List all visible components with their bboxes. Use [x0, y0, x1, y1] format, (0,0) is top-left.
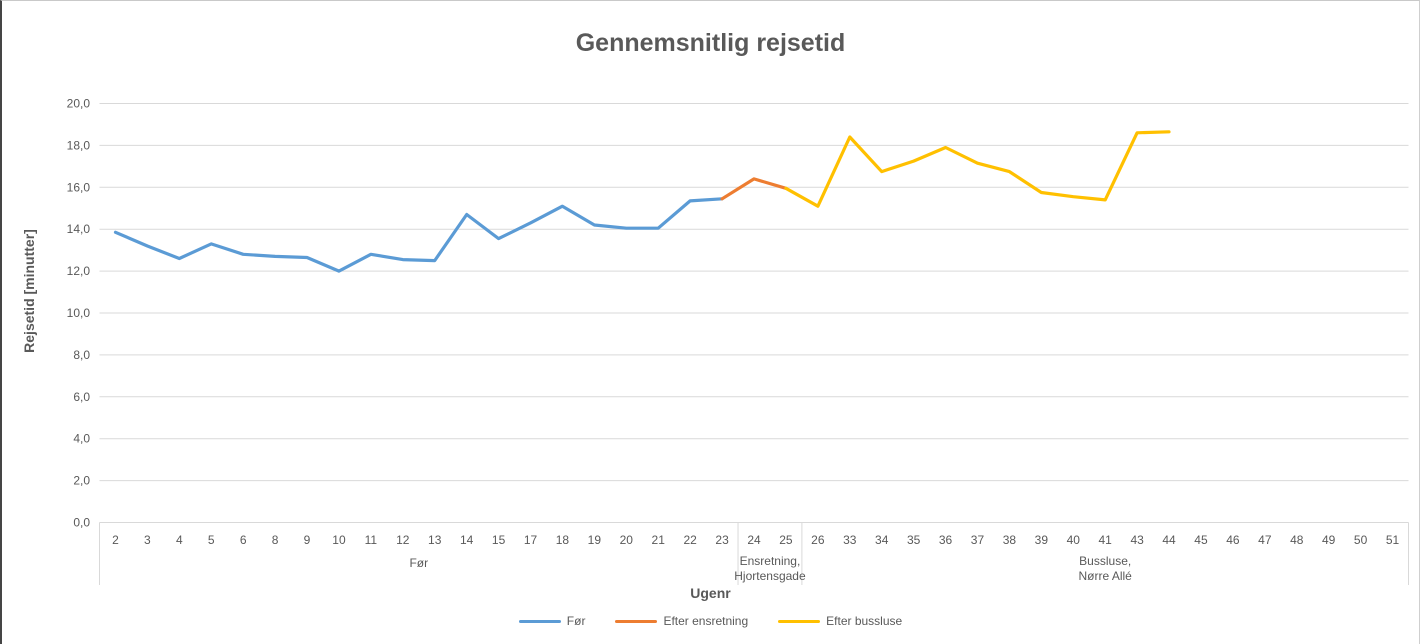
- group-label: Bussluse,: [1079, 554, 1131, 568]
- legend-swatch-efter-bussluse: [778, 619, 821, 623]
- x-tick-label: 33: [843, 533, 857, 547]
- legend-item-efter-bussluse[interactable]: Efter bussluse: [778, 614, 902, 628]
- x-tick-label: 19: [588, 533, 602, 547]
- chart-title: Gennemsnitlig rejsetid: [575, 29, 846, 57]
- legend-swatch-efter-ensretning: [615, 619, 658, 623]
- x-tick-label: 10: [332, 533, 346, 547]
- legend-item-f-r[interactable]: Før: [518, 614, 586, 628]
- legend-label: Før: [566, 614, 586, 628]
- x-tick-label: 25: [779, 533, 793, 547]
- x-tick-label: 9: [304, 533, 311, 547]
- y-tick-label: 2,0: [73, 474, 90, 488]
- x-tick-label: 3: [144, 533, 151, 547]
- x-tick-label: 8: [272, 533, 279, 547]
- legend: Før Efter ensretning Efter bussluse: [2, 614, 1419, 628]
- x-tick-label: 15: [492, 533, 506, 547]
- x-tick-label: 11: [365, 533, 378, 547]
- group-label: Ensretning,: [740, 554, 801, 568]
- y-tick-label: 20,0: [67, 97, 91, 111]
- legend-swatch-f-r: [518, 619, 561, 623]
- x-tick-label: 44: [1162, 533, 1176, 547]
- group-label: Før: [409, 556, 428, 570]
- x-tick-label: 4: [176, 533, 183, 547]
- x-tick-label: 39: [1035, 533, 1049, 547]
- x-tick-label: 41: [1099, 533, 1113, 547]
- x-tick-label: 50: [1354, 533, 1368, 547]
- y-tick-label: 18,0: [67, 138, 91, 152]
- y-tick-label: 14,0: [67, 222, 91, 236]
- x-tick-label: 35: [907, 533, 921, 547]
- legend-label: Efter bussluse: [826, 614, 903, 628]
- x-tick-label: 20: [620, 533, 634, 547]
- x-tick-label: 38: [1003, 533, 1017, 547]
- y-tick-label: 8,0: [73, 348, 90, 362]
- y-tick-label: 6,0: [73, 390, 90, 404]
- x-axis-title: Ugenr: [690, 585, 731, 601]
- legend-item-efter-ensretning[interactable]: Efter ensretning: [615, 614, 748, 628]
- x-tick-label: 34: [875, 533, 889, 547]
- x-tick-label: 18: [556, 533, 570, 547]
- x-tick-label: 12: [396, 533, 410, 547]
- group-label: Nørre Allé: [1079, 569, 1133, 583]
- x-tick-label: 24: [747, 533, 761, 547]
- x-tick-label: 40: [1067, 533, 1081, 547]
- x-tick-label: 43: [1130, 533, 1144, 547]
- x-tick-label: 48: [1290, 533, 1304, 547]
- x-tick-label: 46: [1226, 533, 1240, 547]
- x-tick-label: 5: [208, 533, 215, 547]
- y-tick-label: 10,0: [67, 306, 91, 320]
- y-tick-label: 4,0: [73, 432, 90, 446]
- legend-label: Efter ensretning: [663, 614, 749, 628]
- x-tick-label: 49: [1322, 533, 1336, 547]
- x-tick-label: 26: [811, 533, 825, 547]
- y-tick-label: 0,0: [73, 516, 90, 530]
- group-label: Hjortensgade: [734, 569, 806, 583]
- x-tick-label: 51: [1386, 533, 1400, 547]
- series-line-efter-ensretning[interactable]: [720, 177, 788, 201]
- y-tick-label: 16,0: [67, 180, 91, 194]
- x-tick-label: 36: [939, 533, 953, 547]
- x-tick-label: 23: [715, 533, 729, 547]
- x-tick-label: 17: [524, 533, 538, 547]
- x-tick-label: 6: [240, 533, 247, 547]
- x-tick-label: 14: [460, 533, 474, 547]
- x-tick-label: 22: [683, 533, 697, 547]
- x-tick-label: 21: [652, 533, 666, 547]
- x-tick-label: 47: [1258, 533, 1272, 547]
- series-line-efter-bussluse[interactable]: [784, 130, 1171, 208]
- series-line-f-r[interactable]: [113, 197, 724, 273]
- x-tick-label: 37: [971, 533, 985, 547]
- y-tick-label: 12,0: [67, 264, 91, 278]
- x-tick-label: 45: [1194, 533, 1208, 547]
- y-axis-title: Rejsetid [minutter]: [21, 229, 37, 353]
- x-tick-label: 2: [112, 533, 119, 547]
- x-tick-label: 13: [428, 533, 442, 547]
